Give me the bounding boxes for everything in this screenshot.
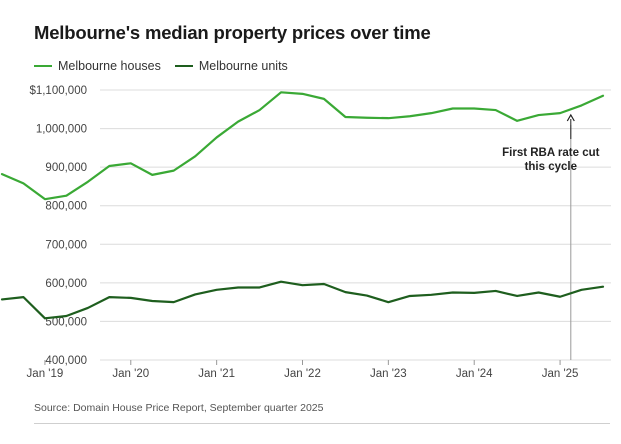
- x-tick-label: Jan '21: [198, 368, 235, 380]
- y-tick-label: $1,100,000: [29, 85, 87, 97]
- y-tick-label: 700,000: [45, 239, 87, 251]
- series-line-units: [0, 280, 605, 320]
- legend-label-units: Melbourne units: [198, 59, 288, 73]
- x-tick-label: Jan '20: [112, 368, 149, 380]
- legend-swatch-houses: [34, 65, 52, 67]
- legend: Melbourne houses Melbourne units: [34, 57, 302, 75]
- series-line-houses: [0, 91, 605, 201]
- legend-swatch-units: [174, 65, 193, 67]
- y-tick-label: 500,000: [45, 316, 87, 328]
- legend-label-houses: Melbourne houses: [58, 59, 161, 73]
- y-tick-label: 600,000: [45, 278, 87, 290]
- bottom-divider: [34, 423, 610, 424]
- annotation-label: this cycle: [525, 161, 577, 173]
- legend-item-houses: Melbourne houses: [34, 59, 161, 73]
- annotation-label: First RBA rate cut: [502, 147, 600, 159]
- x-tick-label: Jan '24: [456, 368, 493, 380]
- chart-title: Melbourne's median property prices over …: [34, 22, 431, 43]
- y-tick-label: 1,000,000: [36, 124, 87, 136]
- annotation-arrowhead: [566, 113, 575, 122]
- y-tick-label: 400,000: [45, 355, 87, 367]
- legend-item-units: Melbourne units: [174, 59, 288, 73]
- x-tick-label: Jan '19: [27, 368, 64, 380]
- x-tick-label: Jan '22: [284, 368, 321, 380]
- source-note: Source: Domain House Price Report, Septe…: [34, 402, 324, 414]
- y-tick-label: 900,000: [45, 162, 87, 174]
- x-tick-label: Jan '25: [542, 368, 579, 380]
- x-tick-label: Jan '23: [370, 368, 407, 380]
- y-tick-label: 800,000: [45, 201, 87, 213]
